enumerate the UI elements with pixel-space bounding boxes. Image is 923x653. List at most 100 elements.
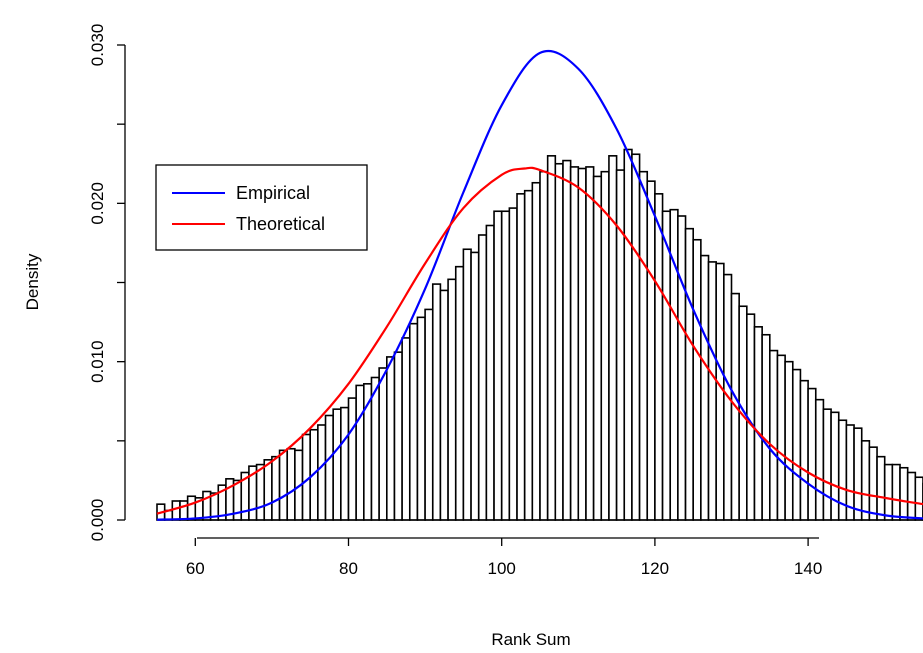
histogram-bar bbox=[615, 169, 626, 521]
histogram-bar bbox=[700, 254, 710, 521]
legend-box bbox=[155, 164, 368, 251]
histogram-bar bbox=[485, 224, 495, 521]
histogram-bar bbox=[684, 227, 694, 521]
histogram-bar bbox=[638, 170, 649, 521]
histogram-bar bbox=[753, 326, 763, 521]
histogram-bar bbox=[401, 337, 411, 521]
histogram-bar bbox=[883, 463, 894, 521]
x-ticks: 60 80 100 120 140 bbox=[186, 538, 822, 578]
legend-theoretical-label: Theoretical bbox=[236, 214, 325, 234]
histogram-bar bbox=[791, 368, 802, 521]
histogram-bar bbox=[278, 449, 289, 521]
histogram-bar bbox=[324, 414, 334, 521]
y-tick-label: 0.000 bbox=[88, 499, 107, 542]
histogram-bar bbox=[179, 500, 189, 521]
histogram-bar bbox=[715, 262, 725, 521]
histogram-bar bbox=[186, 495, 197, 521]
histogram-bar bbox=[654, 193, 664, 521]
histogram-bar bbox=[692, 238, 702, 521]
histogram-bar bbox=[814, 398, 825, 521]
histogram-bar bbox=[592, 175, 603, 521]
histogram-bar bbox=[891, 463, 901, 521]
axes: 60 80 100 120 140 0.000 0.010 0.020 0.030 Rank … bbox=[23, 24, 822, 649]
histogram-bar bbox=[493, 210, 503, 521]
histogram-bar bbox=[355, 384, 365, 521]
histogram-bar bbox=[531, 181, 541, 521]
histogram-bar bbox=[631, 153, 641, 521]
theoretical-density-line bbox=[156, 166, 923, 515]
histogram-bar bbox=[876, 455, 886, 521]
histogram-bar bbox=[554, 162, 564, 521]
x-tick-label: 100 bbox=[488, 559, 516, 578]
x-tick-label: 60 bbox=[186, 559, 205, 578]
histogram-bar bbox=[424, 308, 434, 521]
x-tick-label: 120 bbox=[641, 559, 669, 578]
histogram-bar bbox=[332, 408, 342, 521]
histogram-bar bbox=[508, 207, 518, 521]
histogram-bar bbox=[707, 261, 717, 521]
y-ticks: 0.000 0.010 0.020 0.030 bbox=[88, 24, 125, 542]
x-axis-label: Rank Sum bbox=[491, 630, 570, 649]
x-tick-label: 80 bbox=[339, 559, 358, 578]
histogram-bar bbox=[868, 446, 878, 521]
histogram-bar bbox=[263, 459, 273, 521]
histogram-bar bbox=[431, 283, 442, 521]
histogram-bar bbox=[462, 248, 472, 521]
histogram-bar bbox=[799, 379, 809, 521]
histogram-bar bbox=[585, 166, 595, 521]
histogram-bar bbox=[569, 166, 580, 521]
histogram-bar bbox=[623, 148, 633, 521]
histogram-bar bbox=[255, 463, 266, 521]
histogram-bar bbox=[470, 251, 480, 521]
histogram-bar bbox=[784, 360, 794, 521]
histogram-bar bbox=[539, 170, 549, 521]
histogram-bar bbox=[516, 193, 526, 521]
y-tick-label: 0.030 bbox=[88, 24, 107, 67]
histogram-bar bbox=[439, 289, 449, 521]
histogram-bar bbox=[385, 356, 396, 521]
histogram-bar bbox=[562, 159, 572, 521]
histogram-bar bbox=[768, 349, 779, 521]
histogram-bar bbox=[677, 215, 687, 521]
histogram-bar bbox=[447, 278, 457, 521]
histogram-bar bbox=[317, 424, 327, 521]
histogram-bar bbox=[646, 180, 656, 521]
histogram-bar bbox=[271, 455, 281, 521]
histogram-bar bbox=[577, 167, 587, 521]
density-curves bbox=[156, 49, 923, 521]
histogram-bar bbox=[807, 387, 817, 521]
histogram-bar bbox=[378, 367, 388, 521]
histogram-bar bbox=[776, 354, 786, 521]
histogram-bar bbox=[661, 210, 672, 521]
histogram-bar bbox=[830, 411, 840, 521]
y-tick-label: 0.010 bbox=[88, 340, 107, 383]
histogram-bar bbox=[853, 427, 863, 521]
y-axis-label: Density bbox=[23, 253, 42, 310]
histogram-bar bbox=[914, 476, 923, 521]
histogram-bar bbox=[822, 408, 832, 521]
histogram-bar bbox=[761, 333, 771, 521]
histogram-bar bbox=[171, 500, 181, 521]
histogram-bar bbox=[393, 351, 403, 521]
legend: Empirical Theoretical bbox=[155, 164, 368, 251]
legend-empirical-label: Empirical bbox=[236, 183, 310, 203]
histogram-bar bbox=[860, 440, 871, 521]
histogram-bar bbox=[408, 322, 419, 521]
histogram-bar bbox=[340, 406, 350, 521]
histogram-bar bbox=[523, 189, 534, 521]
histogram-bar bbox=[608, 155, 618, 521]
histogram-bar bbox=[477, 234, 488, 521]
histogram-bar bbox=[899, 466, 909, 521]
histogram-bar bbox=[347, 397, 357, 521]
histogram-bar bbox=[286, 447, 296, 521]
histogram-bar bbox=[500, 210, 511, 521]
histogram-bar bbox=[416, 316, 426, 521]
empirical-density-line bbox=[156, 49, 923, 521]
histogram-bar bbox=[370, 376, 380, 521]
histogram-bar bbox=[906, 471, 917, 521]
x-tick-label: 140 bbox=[794, 559, 822, 578]
histogram-bar bbox=[546, 155, 557, 521]
histogram-bar bbox=[600, 170, 610, 521]
histogram-bar bbox=[454, 265, 465, 521]
